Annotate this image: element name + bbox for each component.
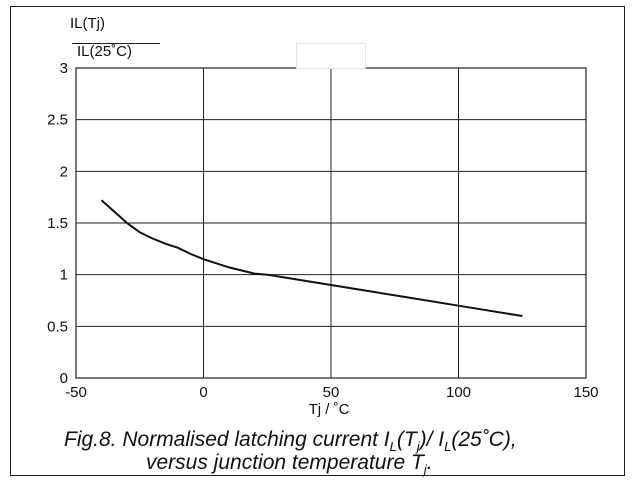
- caption-subscript: j: [423, 462, 427, 478]
- y-axis-label-fraction-bar: [72, 43, 160, 44]
- x-tick-label: 50: [323, 384, 340, 401]
- y-axis-label-denominator: IL(25˚C): [77, 43, 133, 60]
- y-axis-label-numerator: IL(Tj): [70, 15, 105, 32]
- y-tick-label: 2.5: [47, 112, 68, 129]
- x-tick-labels: -50 0 50 100 150: [65, 384, 598, 401]
- y-tick-label: 0.5: [47, 318, 68, 335]
- y-tick-label: 3: [60, 60, 68, 77]
- caption-text: Fig.8. Normalised latching current I: [64, 428, 390, 451]
- caption-subscript: j: [416, 439, 420, 455]
- figure-caption-line-2: versus junction temperature Tj.: [146, 451, 433, 477]
- legend-placeholder-box: [296, 43, 366, 69]
- x-tick-label: -50: [65, 384, 87, 401]
- y-tick-label: 1: [60, 267, 68, 284]
- caption-subscript: L: [444, 439, 452, 455]
- y-tick-label: 0: [60, 370, 68, 387]
- x-axis-label: Tj / ˚C: [309, 401, 350, 418]
- y-tick-labels: 0 0.5 1 1.5 2 2.5 3: [47, 60, 68, 387]
- caption-text: )/ I: [419, 428, 445, 451]
- caption-text: .: [426, 451, 433, 474]
- figure-frame: [10, 6, 625, 476]
- figure-caption-line-1: Fig.8. Normalised latching current IL(Tj…: [64, 428, 517, 454]
- grid: [75, 67, 587, 379]
- series-line: [100, 199, 523, 317]
- x-tick-label: 150: [573, 384, 598, 401]
- caption-text: versus junction temperature T: [146, 451, 424, 474]
- x-tick-label: 0: [199, 384, 207, 401]
- caption-subscript: L: [389, 439, 397, 455]
- y-tick-label: 2: [60, 163, 68, 180]
- y-tick-label: 1.5: [47, 215, 68, 232]
- x-tick-label: 100: [446, 384, 471, 401]
- caption-text: (25˚C),: [451, 428, 517, 451]
- caption-text: (T: [396, 428, 417, 451]
